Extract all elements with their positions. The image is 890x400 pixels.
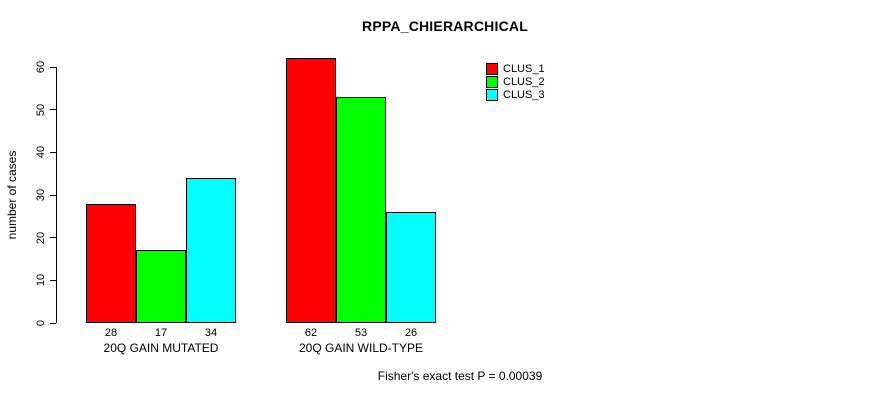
y-axis-label: number of cases [5,150,19,240]
y-tick-mark [50,151,56,153]
legend-item: CLUS_3 [486,89,545,101]
y-tick-label: 50 [35,103,47,116]
bar-value-label: 34 [204,327,218,339]
legend-item: CLUS_1 [486,63,545,75]
y-tick-label: 10 [35,274,47,287]
legend-label: CLUS_2 [503,76,545,88]
bar-value-label: 62 [304,327,318,339]
legend-swatch [486,63,498,75]
bar [286,58,336,323]
y-tick-mark [50,237,56,239]
bar [186,178,236,323]
annotation-text: Fisher's exact test P = 0.00039 [377,369,543,383]
bar-value-label: 28 [104,327,118,339]
y-tick-mark [50,279,56,281]
y-axis-line [56,67,57,323]
y-tick-label: 60 [35,60,47,74]
category-label: 20Q GAIN WILD-TYPE [298,341,424,355]
bar-value-label: 53 [354,327,368,339]
y-tick-label: 0 [35,319,47,327]
y-tick-label: 30 [35,188,47,202]
bar [336,97,386,323]
bar [136,250,186,323]
legend-label: CLUS_1 [503,63,545,75]
y-tick-mark [50,66,56,68]
legend-item: CLUS_2 [486,76,545,88]
y-tick-label: 40 [35,146,47,159]
bar [386,212,436,323]
category-label: 20Q GAIN MUTATED [103,341,219,355]
legend-swatch [486,89,498,101]
y-tick-mark [50,194,56,196]
bar [86,204,136,323]
bar-value-label: 26 [404,327,418,339]
plot-area: 0 10 20 30 40 50 60 [35,58,467,326]
legend: CLUS_1 CLUS_2 CLUS_3 [486,63,545,102]
y-tick-mark [50,109,56,111]
y-tick-label: 20 [35,231,47,244]
legend-swatch [486,76,498,88]
legend-label: CLUS_3 [503,89,545,101]
chart-title: RPPA_CHIERARCHICAL [362,18,528,34]
y-tick-mark [50,322,56,324]
bar-value-label: 17 [154,327,168,339]
